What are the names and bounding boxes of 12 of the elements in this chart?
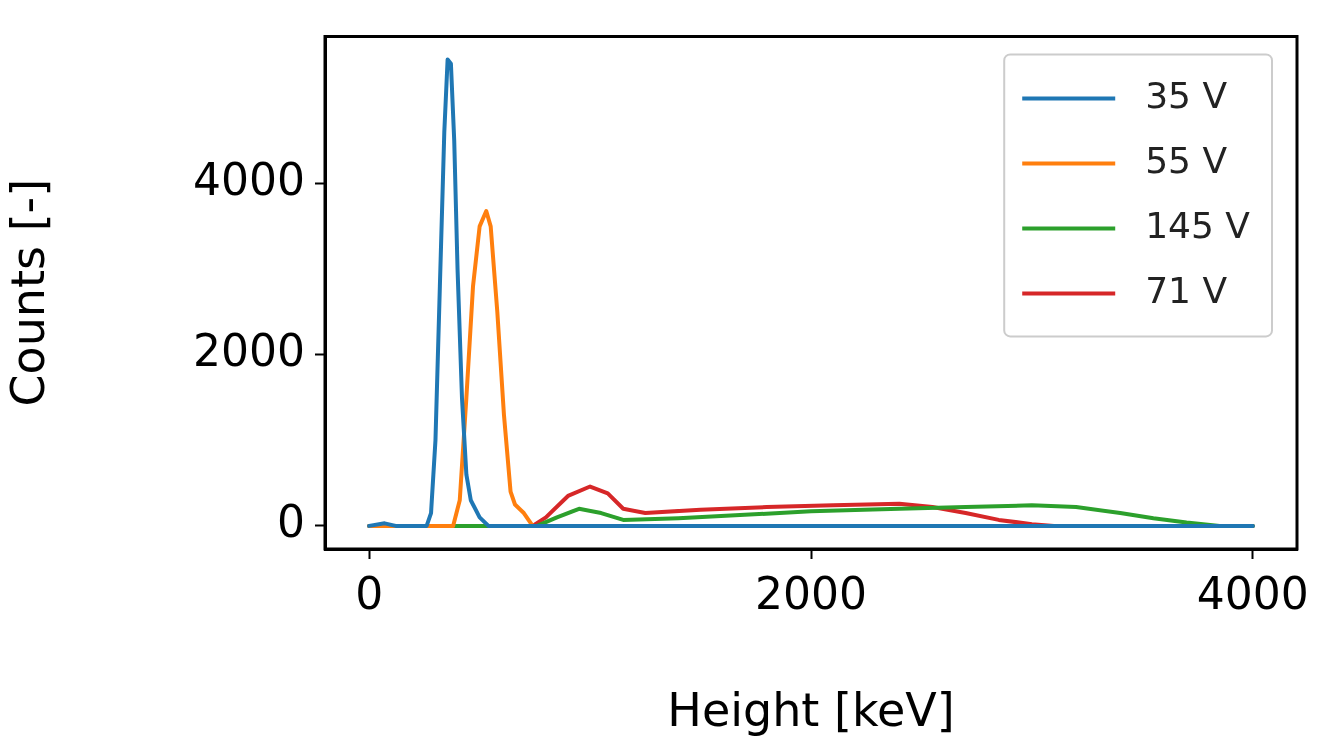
- legend-label: 71 V: [1145, 269, 1228, 311]
- y-tick-label: 0: [277, 496, 305, 548]
- y-axis-title: Counts [-]: [0, 178, 55, 407]
- x-axis-title: Height [keV]: [667, 683, 955, 738]
- legend-label: 55 V: [1145, 139, 1228, 181]
- x-tick-label: 2000: [755, 567, 867, 619]
- x-tick-label: 0: [355, 567, 384, 619]
- legend-label: 145 V: [1145, 204, 1251, 246]
- legend-label: 35 V: [1145, 74, 1228, 116]
- x-tick-label: 4000: [1196, 567, 1309, 619]
- y-tick-label: 4000: [193, 154, 305, 206]
- y-tick-label: 2000: [193, 325, 305, 377]
